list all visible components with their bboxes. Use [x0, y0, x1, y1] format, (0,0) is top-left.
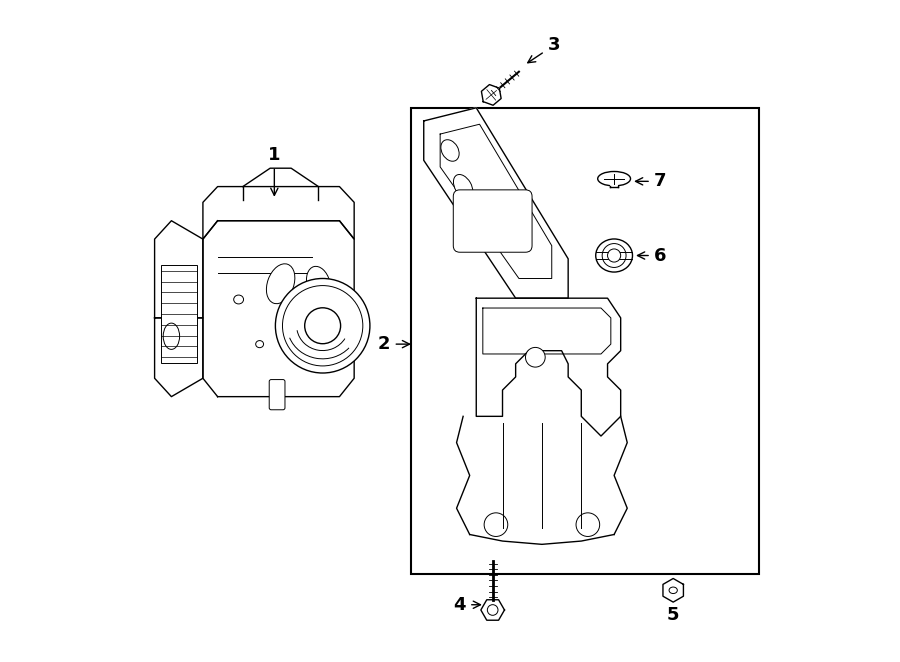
Ellipse shape — [596, 239, 633, 272]
Ellipse shape — [266, 263, 295, 304]
Polygon shape — [476, 298, 621, 436]
Circle shape — [275, 279, 370, 373]
Circle shape — [488, 604, 498, 615]
Text: 1: 1 — [268, 146, 281, 195]
Polygon shape — [155, 220, 202, 318]
Ellipse shape — [598, 171, 631, 186]
Circle shape — [576, 513, 599, 536]
Text: 4: 4 — [454, 596, 481, 614]
Text: 3: 3 — [527, 36, 560, 63]
Circle shape — [484, 513, 508, 536]
Ellipse shape — [234, 295, 244, 304]
Ellipse shape — [441, 140, 459, 162]
Text: 7: 7 — [635, 172, 666, 191]
FancyBboxPatch shape — [269, 379, 285, 410]
Circle shape — [305, 308, 340, 344]
Bar — [610, 179, 618, 191]
Circle shape — [608, 249, 621, 262]
Text: 5: 5 — [667, 583, 680, 624]
Polygon shape — [202, 187, 355, 239]
Polygon shape — [424, 108, 568, 298]
Ellipse shape — [669, 587, 678, 594]
Polygon shape — [482, 85, 501, 105]
Ellipse shape — [256, 340, 264, 348]
FancyBboxPatch shape — [454, 190, 532, 252]
Polygon shape — [663, 579, 683, 602]
Circle shape — [526, 348, 545, 367]
Ellipse shape — [454, 175, 473, 199]
Bar — [161, 265, 196, 363]
Polygon shape — [481, 600, 505, 620]
Ellipse shape — [306, 266, 330, 301]
Text: 2: 2 — [378, 335, 410, 353]
Polygon shape — [202, 220, 355, 397]
Bar — [410, 108, 759, 574]
Text: 6: 6 — [637, 246, 666, 265]
Polygon shape — [155, 318, 202, 397]
Ellipse shape — [163, 323, 180, 350]
